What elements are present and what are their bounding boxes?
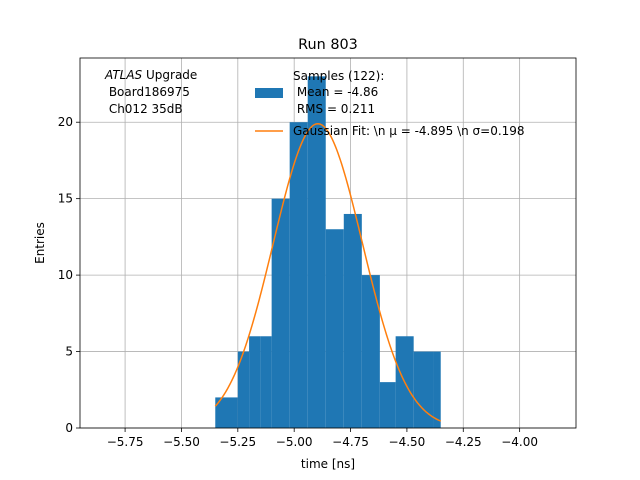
y-axis-label: Entries bbox=[33, 222, 47, 264]
x-axis-label: time [ns] bbox=[301, 457, 355, 471]
chart-title: Run 803 bbox=[298, 37, 358, 53]
x-tick-label-2: −5.25 bbox=[219, 435, 256, 449]
histogram-bar-0 bbox=[215, 397, 238, 428]
histogram-bar-7 bbox=[325, 229, 344, 428]
histogram-bar-13 bbox=[433, 351, 441, 428]
gaussian-fit-curve bbox=[214, 122, 442, 422]
histogram-bar-9 bbox=[361, 275, 380, 428]
histogram-bar-3 bbox=[260, 336, 272, 428]
x-tick-label-3: −5.00 bbox=[276, 435, 313, 449]
annotation-line-2: Board186975 bbox=[105, 85, 190, 99]
x-tick-label-0: −5.75 bbox=[107, 435, 144, 449]
legend: Samples (122): Mean = -4.86 RMS = 0.211 … bbox=[255, 69, 525, 138]
gaussian-fit bbox=[214, 122, 442, 422]
y-tick-label-1: 5 bbox=[65, 345, 73, 359]
histogram-bar-12 bbox=[413, 351, 434, 428]
legend-fit-label: Gaussian Fit: \n μ = -4.895 \n σ=0.198 bbox=[293, 124, 525, 138]
upgrade-label: Upgrade bbox=[142, 68, 197, 82]
atlas-label: ATLAS bbox=[104, 68, 143, 82]
histogram-bar-6 bbox=[307, 76, 326, 428]
histogram-bar-10 bbox=[379, 382, 396, 428]
histogram-bar-8 bbox=[343, 213, 362, 428]
y-tick-label-3: 15 bbox=[58, 192, 73, 206]
histogram-bars bbox=[215, 76, 441, 428]
y-tick-label-4: 20 bbox=[58, 115, 73, 129]
y-tick-label-0: 0 bbox=[65, 421, 73, 435]
annotation-line-3: Ch012 35dB bbox=[105, 102, 183, 116]
histogram-bar-5 bbox=[289, 122, 308, 428]
legend-samples-line-2: Mean = -4.86 bbox=[293, 85, 378, 99]
x-tick-label-7: −4.00 bbox=[501, 435, 538, 449]
histogram-bar-4 bbox=[271, 198, 290, 428]
legend-samples-line-1: Samples (122): bbox=[293, 69, 384, 83]
x-axis-ticks: −5.75 −5.50 −5.25 −5.00 −4.75 −4.50 −4.25 −4.00 bbox=[107, 428, 538, 449]
histogram-bar-2 bbox=[249, 336, 261, 428]
x-tick-label-1: −5.50 bbox=[163, 435, 200, 449]
annotation-line-1: ATLAS Upgrade bbox=[104, 68, 197, 82]
legend-samples-swatch bbox=[255, 88, 283, 98]
x-tick-label-5: −4.50 bbox=[389, 435, 426, 449]
y-axis-ticks: 0 5 10 15 20 bbox=[58, 115, 80, 435]
atlas-annotation: ATLAS Upgrade Board186975 Ch012 35dB bbox=[104, 68, 197, 116]
plot-frame bbox=[79, 57, 577, 429]
legend-samples-line-3: RMS = 0.211 bbox=[293, 102, 375, 116]
y-tick-label-2: 10 bbox=[58, 268, 73, 282]
x-tick-label-4: −4.75 bbox=[332, 435, 369, 449]
x-tick-label-6: −4.25 bbox=[445, 435, 482, 449]
histogram-bar-1 bbox=[237, 351, 250, 428]
